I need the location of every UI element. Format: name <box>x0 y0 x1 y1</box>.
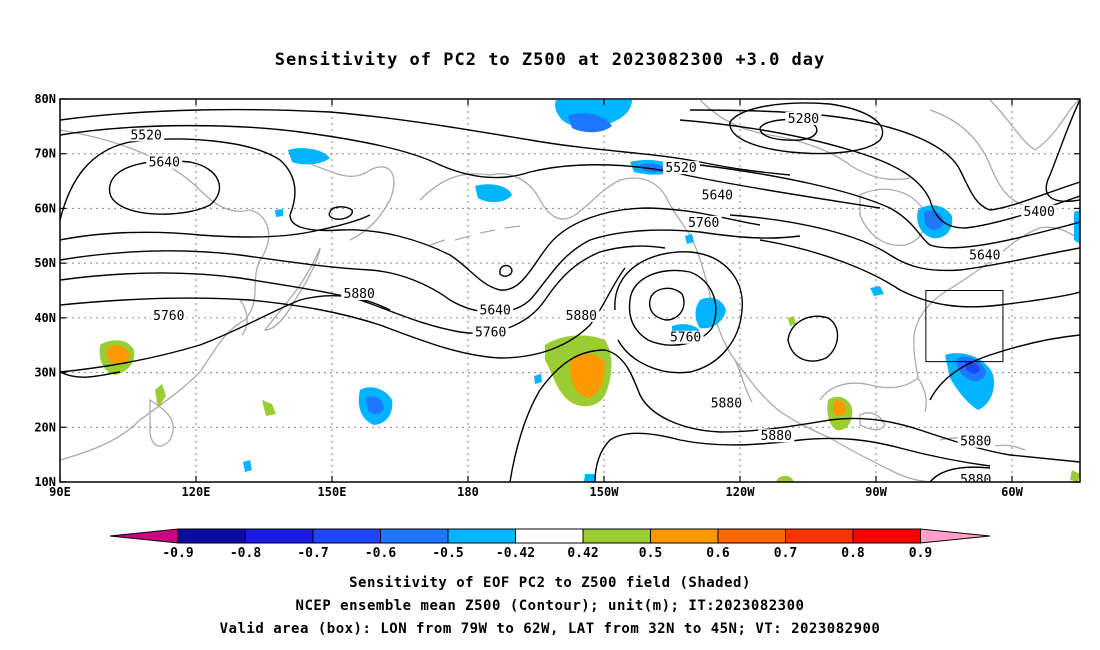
colorbar-label: 0.6 <box>706 546 730 561</box>
colorbar-low-triangle <box>109 528 179 544</box>
y-tick-label: 80N <box>34 92 56 106</box>
contour-label: 5760 <box>688 216 719 231</box>
contour-label-bg <box>146 155 183 169</box>
contour-label-bg <box>663 161 700 175</box>
colorbar-swatch <box>515 528 584 544</box>
contour-label: 5880 <box>960 473 991 488</box>
colorbar-label: -0.8 <box>230 546 261 561</box>
colorbar-label: -0.6 <box>365 546 396 561</box>
colorbar-swatch <box>582 528 651 544</box>
colorbar-swatch <box>380 528 449 544</box>
contour-label: 5880 <box>711 396 742 411</box>
x-tick-label: 90E <box>49 485 71 499</box>
contour-label-bg <box>758 429 795 443</box>
y-tick-label: 40N <box>34 311 56 325</box>
x-tick-label: 180 <box>457 485 479 499</box>
colorbar-label: -0.42 <box>496 546 535 561</box>
contour-label: 5880 <box>761 429 792 444</box>
colorbar-swatch <box>650 528 719 544</box>
contour-label-bg <box>685 215 722 229</box>
colorbar-label: 0.5 <box>639 546 662 561</box>
colorbar-label: -0.5 <box>432 546 463 561</box>
colorbar-swatch <box>177 528 246 544</box>
contour-label: 5760 <box>670 331 701 346</box>
colorbar: -0.9 -0.8 -0.7 -0.6 -0.5 -0.42 0.42 0.5 0.6 0.7 0.… <box>109 528 991 561</box>
contour-label: 5880 <box>960 435 991 450</box>
contour-label: 5640 <box>969 249 1000 264</box>
colorbar-high-triangle <box>920 528 991 544</box>
colorbar-swatch <box>312 528 381 544</box>
colorbar-label: 0.7 <box>774 546 797 561</box>
colorbar-swatch <box>785 528 854 544</box>
colorbar-label: 0.42 <box>567 546 598 561</box>
contour-label: 5760 <box>475 325 506 340</box>
contour-label-bg <box>785 111 822 125</box>
y-tick-label: 50N <box>34 256 56 270</box>
contour-label-bg <box>957 434 994 448</box>
contour-label-bg <box>563 308 600 322</box>
contour-label: 5640 <box>149 156 180 171</box>
colorbar-label: -0.7 <box>297 546 328 561</box>
contour-label: 5280 <box>788 112 819 127</box>
contour-label: 5880 <box>566 309 597 324</box>
x-tick-label: 60W <box>1001 485 1023 499</box>
contour-label: 5400 <box>1024 205 1055 220</box>
contour-label-bg <box>667 330 704 344</box>
caption-line-1: Sensitivity of EOF PC2 to Z500 field (Sh… <box>349 575 751 591</box>
contour-label: 5520 <box>665 161 696 176</box>
axis-labels: 90E 120E 150E 180 150W 120W 90W 60W 10N 20N 30N 40N… <box>34 92 1023 499</box>
colorbar-swatch <box>717 528 786 544</box>
valid-area-box <box>925 290 1004 363</box>
colorbar-swatch <box>245 528 314 544</box>
contour-label: 5640 <box>480 303 511 318</box>
contour-label-bg <box>957 473 994 482</box>
coastlines <box>60 99 1080 482</box>
contour-label: 5520 <box>130 128 161 143</box>
y-tick-label: 30N <box>34 366 56 380</box>
contour-label: 5640 <box>702 188 733 203</box>
colorbar-label: 0.9 <box>909 546 932 561</box>
contour-label-bg <box>1021 204 1058 218</box>
contour-label-bg <box>472 325 509 339</box>
colorbar-swatch <box>852 528 921 544</box>
contour-label: 5880 <box>344 287 375 302</box>
x-tick-label: 120E <box>182 485 211 499</box>
caption-line-2: NCEP ensemble mean Z500 (Contour); unit(… <box>295 598 805 614</box>
x-tick-label: 150W <box>590 485 620 499</box>
contour-label-bg <box>477 303 514 317</box>
contour-label-bg <box>150 308 187 322</box>
colorbar-swatch <box>447 528 516 544</box>
contour-label-bg <box>699 188 736 202</box>
contour-labels: 5520 5640 5280 5520 5640 5760 5400 5640 5880 5640… <box>128 111 1058 488</box>
contour-label-bg <box>708 396 745 410</box>
caption-line-3: Valid area (box): LON from 79W to 62W, L… <box>219 621 881 637</box>
colorbar-label: 0.8 <box>841 546 865 561</box>
colorbar-label: -0.9 <box>162 546 193 561</box>
y-tick-label: 20N <box>34 420 56 434</box>
contour-label-bg <box>128 128 165 142</box>
map-area <box>60 99 1080 482</box>
plot-title: Sensitivity of PC2 to Z500 at 2023082300… <box>274 50 826 70</box>
y-tick-label: 10N <box>34 475 56 489</box>
x-tick-label: 150E <box>318 485 347 499</box>
y-tick-label: 60N <box>34 201 56 215</box>
y-tick-label: 70N <box>34 147 56 161</box>
contour-label-bg <box>966 248 1003 262</box>
map-frame <box>59 98 1081 483</box>
contour-label-bg <box>341 286 378 300</box>
x-tick-label: 90W <box>865 485 887 499</box>
x-tick-label: 120W <box>726 485 756 499</box>
sensitivity-shading <box>99 100 1080 482</box>
contour-label: 5760 <box>153 309 184 324</box>
axis-ticks <box>59 98 1080 483</box>
